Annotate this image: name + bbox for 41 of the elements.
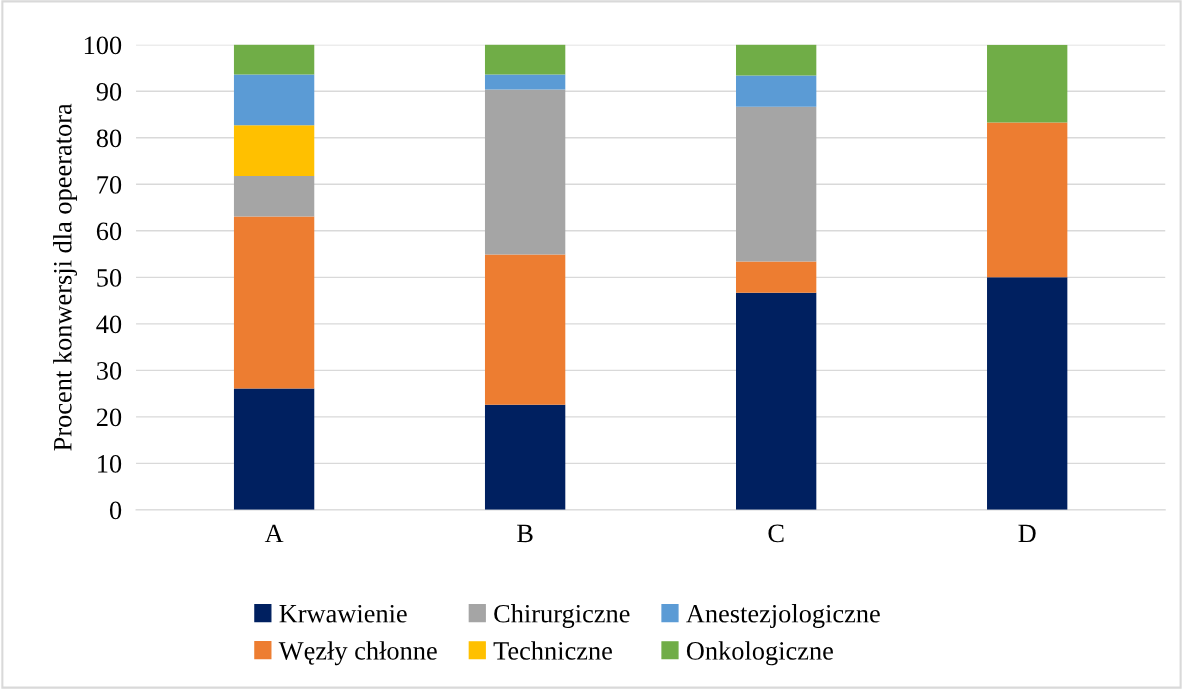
legend-label: Węzły chłonne (278, 641, 437, 666)
y-tick-label: 70 (97, 175, 122, 194)
bar (233, 44, 315, 75)
legend-label: Techniczne (493, 641, 612, 660)
x-tick-label: A (264, 524, 284, 543)
y-tick-label: 10 (98, 454, 122, 473)
y-tick-label: 50 (97, 268, 122, 287)
bar (233, 216, 315, 389)
y-tick-label: 60 (96, 222, 122, 241)
bar (484, 89, 566, 255)
legend-label: Krwawienie (279, 604, 407, 623)
bar (233, 388, 315, 510)
y-tick-label: 0 (109, 501, 122, 520)
bar (233, 125, 315, 176)
y-tick-label: 20 (96, 408, 122, 427)
x-tick-label: C (768, 524, 784, 543)
y-axis-title: Procent konwersji dla opeeratora (53, 103, 78, 451)
y-tick-label: 90 (96, 82, 122, 101)
bar (736, 44, 817, 76)
bar (484, 74, 566, 90)
legend-label: Chirurgiczne (494, 604, 630, 629)
x-tick-label: D (1018, 524, 1036, 543)
bar (484, 44, 566, 75)
y-tick-label: 100 (84, 36, 122, 55)
legend-label: Onkologiczne (686, 641, 833, 666)
bar (736, 261, 817, 293)
bar (987, 122, 1068, 278)
y-tick-label: 30 (97, 361, 122, 380)
y-tick-label: 40 (96, 315, 122, 334)
bar (987, 44, 1068, 123)
bar (233, 175, 315, 217)
bar (736, 292, 817, 510)
y-tick-label: 80 (96, 129, 122, 148)
bar (484, 254, 566, 405)
bar (736, 75, 817, 107)
legend-label: Anestezjologiczne (686, 604, 880, 629)
x-tick-label: B (517, 524, 533, 543)
bar (987, 277, 1068, 510)
bar (233, 74, 315, 126)
bar (736, 106, 817, 262)
bar (484, 404, 566, 510)
